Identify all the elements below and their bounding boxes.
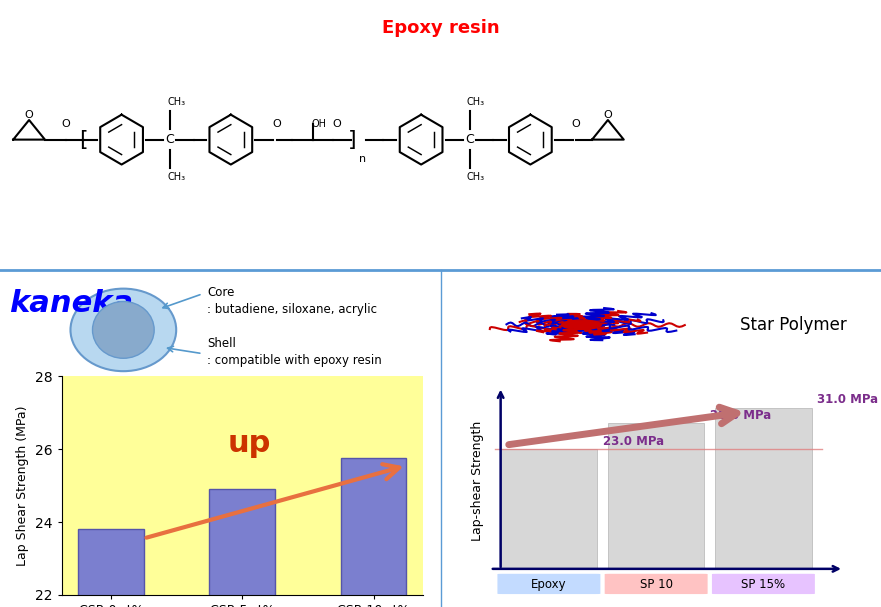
Text: C: C	[465, 133, 474, 146]
FancyBboxPatch shape	[498, 574, 600, 594]
Bar	[715, 407, 811, 569]
Text: 31.0 MPa: 31.0 MPa	[817, 393, 878, 406]
FancyBboxPatch shape	[604, 574, 707, 594]
Text: Core
: butadiene, siloxane, acrylic

Shell
: compatible with epoxy resin: Core : butadiene, siloxane, acrylic Shel…	[207, 285, 381, 367]
Text: n: n	[359, 154, 366, 164]
Text: CH₃: CH₃	[467, 97, 485, 107]
Ellipse shape	[70, 288, 176, 371]
Bar	[608, 423, 705, 569]
Text: O: O	[332, 119, 341, 129]
Text: OH: OH	[311, 119, 327, 129]
Text: O: O	[572, 119, 581, 129]
Text: 23.0 MPa: 23.0 MPa	[603, 435, 663, 447]
Ellipse shape	[93, 302, 154, 358]
Text: Lap-shear Strength: Lap-shear Strength	[470, 420, 484, 540]
Text: O: O	[272, 119, 281, 129]
Text: CH₃: CH₃	[167, 97, 185, 107]
Bar	[500, 449, 597, 569]
Text: ]: ]	[348, 130, 357, 149]
Bar	[210, 489, 275, 607]
Bar	[78, 529, 144, 607]
Text: 28.0 MPa: 28.0 MPa	[710, 409, 771, 422]
Text: CH₃: CH₃	[167, 172, 185, 182]
Circle shape	[562, 320, 601, 330]
Text: Epoxy resin: Epoxy resin	[381, 19, 500, 38]
Text: SP 15%: SP 15%	[741, 578, 786, 591]
Text: CH₃: CH₃	[467, 172, 485, 182]
Text: O: O	[62, 119, 70, 129]
Text: up: up	[227, 429, 270, 458]
Text: kaneka: kaneka	[9, 288, 133, 317]
Text: C: C	[166, 133, 174, 146]
Y-axis label: Lap Shear Strength (MPa): Lap Shear Strength (MPa)	[17, 405, 29, 566]
Text: Epoxy: Epoxy	[531, 578, 566, 591]
Text: O: O	[603, 110, 612, 120]
FancyBboxPatch shape	[712, 574, 815, 594]
Text: O: O	[25, 110, 33, 120]
Text: SP 10: SP 10	[640, 578, 673, 591]
Bar	[341, 458, 406, 607]
Text: Star Polymer: Star Polymer	[740, 316, 847, 334]
Text: [: [	[79, 130, 88, 149]
